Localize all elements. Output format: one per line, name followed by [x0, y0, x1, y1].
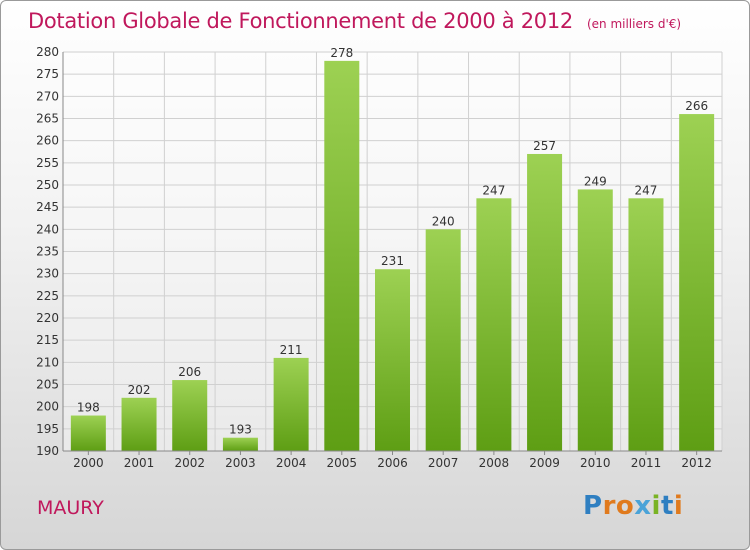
- bar: [222, 437, 258, 451]
- bar: [425, 229, 461, 451]
- x-tick-label: 2003: [225, 456, 256, 470]
- y-tick-label: 275: [36, 67, 59, 81]
- y-tick-label: 270: [36, 89, 59, 103]
- data-label: 206: [178, 365, 201, 379]
- y-tick-label: 200: [36, 400, 59, 414]
- bar: [273, 357, 309, 451]
- bar: [172, 380, 208, 451]
- x-tick-label: 2005: [327, 456, 358, 470]
- brand-logo: Proxiti: [583, 491, 684, 521]
- bar: [121, 397, 157, 451]
- y-tick-label: 230: [36, 267, 59, 281]
- x-tick-label: 2004: [276, 456, 307, 470]
- y-tick-label: 215: [36, 333, 59, 347]
- data-label: 247: [482, 183, 505, 197]
- bar: [70, 415, 106, 451]
- data-label: 249: [584, 174, 607, 188]
- data-label: 266: [685, 99, 708, 113]
- y-tick-label: 240: [36, 222, 59, 236]
- data-label: 231: [381, 254, 404, 268]
- data-label: 240: [432, 214, 455, 228]
- x-tick-label: 2001: [124, 456, 155, 470]
- y-tick-label: 195: [36, 422, 59, 436]
- x-tick-label: 2007: [428, 456, 459, 470]
- x-tick-label: 2012: [681, 456, 712, 470]
- bars: 198 202 206 193 211 278 231 240 247 257 249 247 266: [70, 46, 715, 452]
- y-tick-label: 245: [36, 200, 59, 214]
- bar: [628, 198, 664, 451]
- y-tick-label: 250: [36, 178, 59, 192]
- y-tick-label: 235: [36, 245, 59, 259]
- y-tick-label: 225: [36, 289, 59, 303]
- y-tick-label: 265: [36, 112, 59, 126]
- x-tick-label: 2011: [631, 456, 662, 470]
- y-tick-label: 220: [36, 311, 59, 325]
- y-tick-label: 210: [36, 355, 59, 369]
- y-tick-label: 260: [36, 134, 59, 148]
- chart-subtitle: (en milliers d'€): [586, 17, 682, 31]
- y-tick-label: 255: [36, 156, 59, 170]
- bar: [577, 189, 613, 451]
- bar: [476, 198, 512, 451]
- data-label: 257: [533, 139, 556, 153]
- x-tick-label: 2002: [174, 456, 205, 470]
- data-label: 247: [635, 183, 658, 197]
- data-label: 211: [280, 343, 303, 357]
- axes: 190 195 200 205 210 215 220 225 230 235 240 245 250 2…: [36, 45, 722, 470]
- data-label: 202: [128, 383, 151, 397]
- bar: [375, 269, 410, 451]
- bar: [527, 153, 563, 451]
- data-label: 193: [229, 423, 252, 437]
- data-label: 198: [77, 401, 100, 415]
- x-tick-label: 2009: [529, 456, 560, 470]
- chart-title: Dotation Globale de Fonctionnement de 20…: [28, 9, 573, 33]
- x-tick-label: 2006: [377, 456, 408, 470]
- y-tick-label: 190: [36, 444, 59, 458]
- y-tick-label: 280: [36, 45, 59, 59]
- bar: [679, 114, 715, 452]
- y-tick-label: 205: [36, 378, 59, 392]
- data-label: 278: [330, 46, 353, 60]
- x-tick-label: 2000: [73, 456, 104, 470]
- title-line: Dotation Globale de Fonctionnement de 20…: [28, 9, 681, 33]
- x-tick-label: 2008: [479, 456, 510, 470]
- place-name: MAURY: [37, 497, 104, 519]
- bar: [324, 60, 360, 451]
- x-tick-label: 2010: [580, 456, 611, 470]
